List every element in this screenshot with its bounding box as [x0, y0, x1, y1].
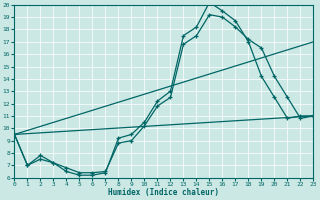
X-axis label: Humidex (Indice chaleur): Humidex (Indice chaleur) — [108, 188, 220, 197]
